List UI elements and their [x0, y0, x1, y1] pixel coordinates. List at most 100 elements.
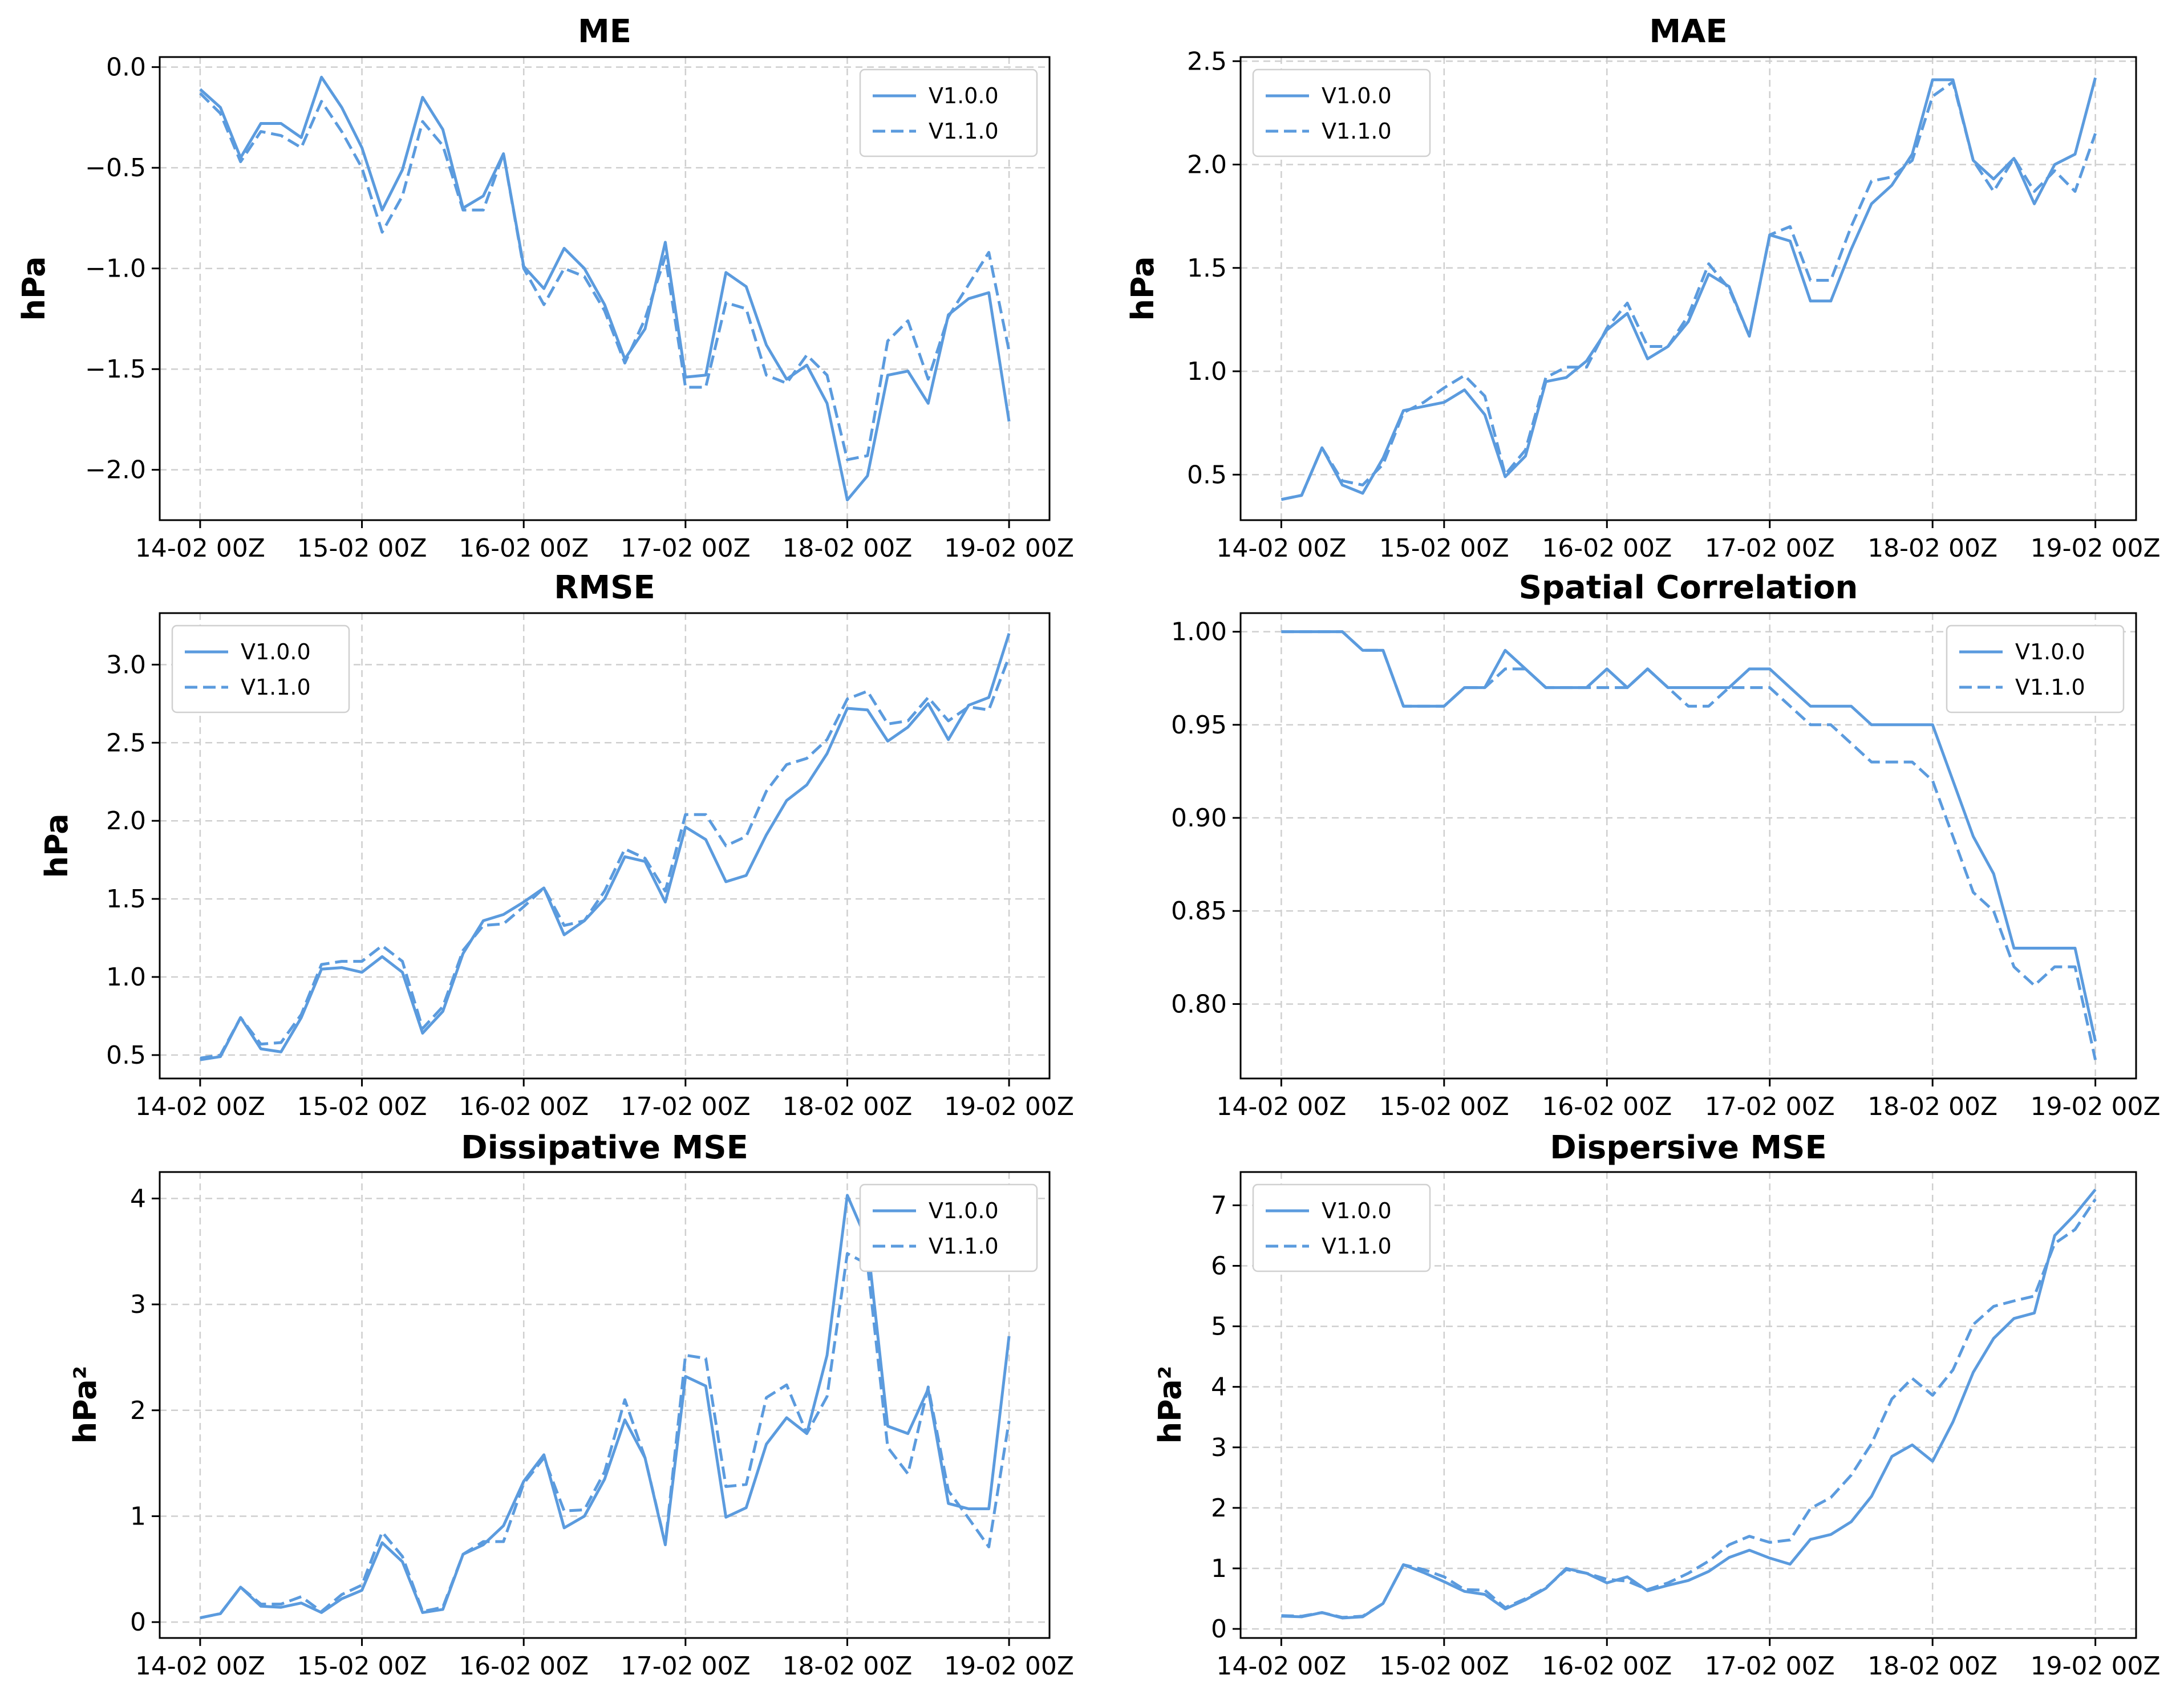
plot-area: 14-02 00Z 15-02 00Z 16-02 00Z 17-02 00Z 18-0… — [106, 612, 1074, 1121]
x-tick-label: 16-02 00Z — [1542, 1652, 1672, 1681]
y-tick-label: 0.95 — [1171, 711, 1227, 740]
legend-box — [859, 1183, 1038, 1272]
x-tick-label: 16-02 00Z — [459, 534, 589, 563]
y-axis-label: hPa² — [1152, 1366, 1188, 1444]
series-line-V1-1-0 — [1281, 80, 2097, 501]
panel-spatial-correlation: Spatial Correlation 14-02 00Z 15-02 00Z 16… — [1171, 569, 2161, 1121]
axes-frame — [1239, 1171, 2137, 1639]
axes-frame — [159, 1171, 1051, 1639]
legend-label: V1.1.0 — [2015, 675, 2085, 700]
x-tick-label: 17-02 00Z — [1705, 1652, 1835, 1681]
y-tick-label: 1.5 — [106, 885, 146, 914]
x-tick-label: 16-02 00Z — [1542, 1092, 1672, 1121]
x-tick-label: 18-02 00Z — [782, 1092, 912, 1121]
plot-area: 14-02 00Z 15-02 00Z 16-02 00Z 17-02 00Z 18-0… — [1187, 47, 2161, 563]
y-tick-label: 1.0 — [1187, 357, 1227, 386]
x-tick-label: 17-02 00Z — [621, 534, 751, 563]
legend-label: V1.0.0 — [929, 83, 999, 108]
x-tick-label: 14-02 00Z — [135, 534, 265, 563]
x-tick-label: 15-02 00Z — [297, 1092, 427, 1121]
series-line-V1-1-0 — [200, 1252, 1011, 1620]
y-tick-label: 2.5 — [106, 728, 146, 757]
x-tick-label: 19-02 00Z — [944, 534, 1074, 563]
x-tick-label: 18-02 00Z — [1867, 1092, 1997, 1121]
y-tick-label: 2.0 — [106, 806, 146, 836]
legend-label: V1.1.0 — [1322, 1234, 1392, 1259]
y-tick-label: −2.0 — [85, 456, 146, 485]
panel-me: ME hPa 14-02 00Z 15-02 00Z 16-02 00Z 17-02 … — [16, 13, 1074, 563]
series-line-V1-0-0 — [1281, 1189, 2097, 1620]
y-tick-label: 1.0 — [106, 963, 146, 992]
legend-label: V1.0.0 — [1322, 1198, 1392, 1223]
y-tick-label: 4 — [130, 1184, 146, 1213]
x-tick-label: 18-02 00Z — [1867, 534, 1997, 563]
series-line-V1-0-0 — [1281, 77, 2097, 501]
y-tick-label: 0.5 — [1187, 460, 1227, 489]
x-tick-label: 19-02 00Z — [944, 1652, 1074, 1681]
x-tick-label: 17-02 00Z — [621, 1652, 751, 1681]
legend: V1.0.0 V1.1.0 — [1946, 625, 2125, 713]
y-tick-label: 5 — [1211, 1312, 1227, 1341]
x-tick-label: 14-02 00Z — [1216, 1652, 1346, 1681]
legend-label: V1.0.0 — [2015, 639, 2085, 664]
y-tick-label: 0.0 — [106, 53, 146, 82]
x-tick-label: 19-02 00Z — [944, 1092, 1074, 1121]
y-tick-label: −0.5 — [85, 153, 146, 183]
series-line-V1-0-0 — [199, 75, 1011, 502]
y-tick-label: −1.5 — [85, 355, 146, 384]
panel-title: ME — [578, 13, 631, 50]
y-tick-label: 6 — [1211, 1251, 1227, 1280]
x-tick-label: 17-02 00Z — [1705, 1092, 1835, 1121]
y-axis-label: hPa — [1125, 256, 1161, 321]
panel-title: RMSE — [554, 569, 655, 606]
panel-title: MAE — [1649, 13, 1727, 50]
legend-box — [1252, 68, 1431, 157]
y-tick-label: 0.85 — [1171, 897, 1227, 926]
y-tick-label: 3.0 — [106, 650, 146, 679]
y-tick-label: 3 — [1211, 1433, 1227, 1462]
x-tick-label: 14-02 00Z — [135, 1652, 265, 1681]
legend-label: V1.0.0 — [929, 1198, 999, 1223]
x-tick-label: 15-02 00Z — [1379, 1652, 1509, 1681]
x-tick-label: 15-02 00Z — [297, 534, 427, 563]
legend: V1.0.0 V1.1.0 — [1252, 1183, 1431, 1272]
series-line-V1-1-0 — [1281, 1198, 2097, 1619]
legend-label: V1.0.0 — [1322, 83, 1392, 108]
panel-dispersive-mse: Dispersive MSE hPa² 14-02 00Z 15-02 00Z 16… — [1152, 1129, 2161, 1681]
y-tick-label: −1.0 — [85, 254, 146, 283]
y-axis-label: hPa — [39, 813, 75, 878]
axes-frame — [159, 612, 1051, 1080]
y-tick-label: 2.5 — [1187, 47, 1227, 76]
legend: V1.0.0 V1.1.0 — [171, 625, 350, 713]
x-tick-label: 16-02 00Z — [1542, 534, 1672, 563]
series-line-V1-0-0 — [1281, 630, 2097, 1042]
series-line-V1-0-0 — [200, 1194, 1011, 1620]
x-tick-label: 14-02 00Z — [1216, 1092, 1346, 1121]
axes-frame — [159, 56, 1051, 521]
legend-box — [859, 68, 1038, 157]
y-axis-label: hPa — [16, 256, 52, 321]
x-tick-label: 19-02 00Z — [2031, 534, 2161, 563]
y-tick-label: 0 — [1211, 1615, 1227, 1644]
legend-label: V1.1.0 — [1322, 119, 1392, 144]
plot-area: 14-02 00Z 15-02 00Z 16-02 00Z 17-02 00Z 18-0… — [130, 1171, 1074, 1681]
y-axis-label: hPa² — [67, 1366, 103, 1444]
legend: V1.0.0 V1.1.0 — [859, 1183, 1038, 1272]
legend: V1.0.0 V1.1.0 — [859, 68, 1038, 157]
y-tick-label: 0.5 — [106, 1041, 146, 1070]
x-tick-label: 15-02 00Z — [1379, 1092, 1509, 1121]
y-tick-label: 7 — [1211, 1191, 1227, 1220]
legend-box — [1252, 1183, 1431, 1272]
panel-rmse: RMSE hPa 14-02 00Z 15-02 00Z 16-02 00Z 17-0… — [39, 569, 1074, 1121]
legend-label: V1.1.0 — [929, 119, 999, 144]
y-tick-label: 1.5 — [1187, 254, 1227, 283]
panel-title: Dispersive MSE — [1550, 1129, 1827, 1166]
x-tick-label: 18-02 00Z — [782, 1652, 912, 1681]
y-tick-label: 0.80 — [1171, 990, 1227, 1019]
x-tick-label: 17-02 00Z — [1705, 534, 1835, 563]
legend-box — [1946, 625, 2125, 713]
plot-area: 14-02 00Z 15-02 00Z 16-02 00Z 17-02 00Z 18-0… — [85, 53, 1074, 563]
y-tick-label: 2.0 — [1187, 151, 1227, 180]
panel-title: Spatial Correlation — [1519, 569, 1858, 606]
